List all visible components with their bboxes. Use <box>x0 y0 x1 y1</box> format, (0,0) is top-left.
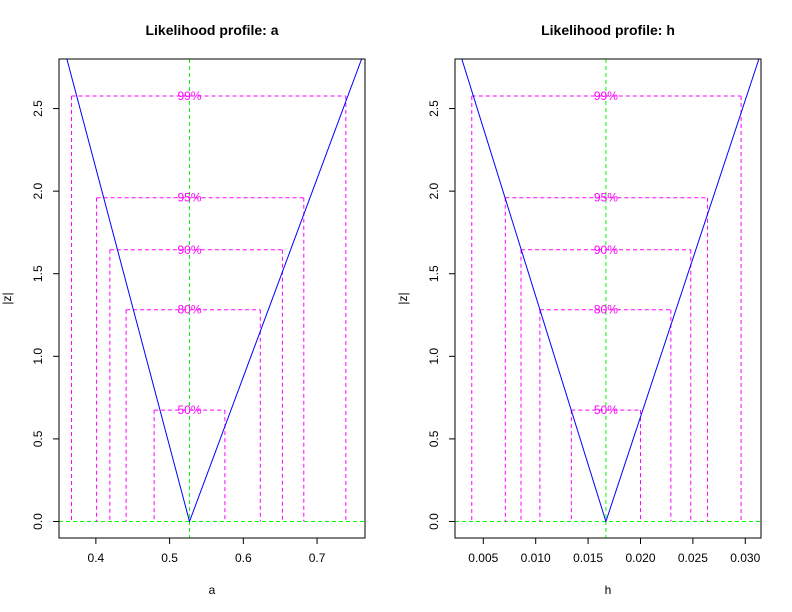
x-tick-label: 0.025 <box>678 551 708 565</box>
x-tick-label: 0.4 <box>88 551 105 565</box>
y-tick-label: 2.0 <box>31 182 45 199</box>
y-axis-label: |z| <box>0 292 14 304</box>
plot-area <box>59 59 365 538</box>
y-tick-label: 2.5 <box>31 100 45 117</box>
interval-label: 80% <box>594 303 618 317</box>
x-axis-label: h <box>605 583 612 597</box>
x-tick-label: 0.010 <box>521 551 551 565</box>
y-tick-label: 0.5 <box>31 430 45 447</box>
y-tick-label: 2.0 <box>427 182 441 199</box>
y-axis-label: |z| <box>396 292 410 304</box>
chart-panel-h: 50% 80% 90% 95% 99% 0.005 0.010 0.015 0.020 0.025… <box>396 22 762 597</box>
y-tick-label: 1.5 <box>31 265 45 282</box>
x-tick-label: 0.5 <box>161 551 178 565</box>
y-tick-label: 0.5 <box>427 430 441 447</box>
plot-frame <box>454 58 762 539</box>
interval-label: 99% <box>594 89 618 103</box>
x-axis-label: a <box>209 583 216 597</box>
x-tick-label: 0.6 <box>235 551 252 565</box>
profile-curve <box>461 59 760 524</box>
y-tick-label: 1.0 <box>31 348 45 365</box>
interval-label: 95% <box>177 191 201 205</box>
y-tick-label: 0.0 <box>427 513 441 530</box>
x-tick-label: 0.015 <box>573 551 603 565</box>
interval-label: 95% <box>594 191 618 205</box>
interval-label: 50% <box>594 403 618 417</box>
x-tick-label: 0.005 <box>468 551 498 565</box>
x-tick-label: 0.020 <box>625 551 655 565</box>
y-tick-label: 0.0 <box>31 513 45 530</box>
plot-frame <box>58 58 366 539</box>
interval-label: 50% <box>177 403 201 417</box>
y-tick-label: 1.0 <box>427 348 441 365</box>
interval-label: 90% <box>177 243 201 257</box>
x-tick-label: 0.030 <box>730 551 760 565</box>
interval-label: 99% <box>177 89 201 103</box>
y-tick-label: 1.5 <box>427 265 441 282</box>
chart-title: Likelihood profile: a <box>145 22 278 38</box>
interval-label: 80% <box>177 303 201 317</box>
x-tick-label: 0.7 <box>309 551 326 565</box>
chart-title: Likelihood profile: h <box>541 22 675 38</box>
profile-curve <box>66 59 363 524</box>
interval-label: 90% <box>594 243 618 257</box>
plot-area <box>455 59 761 538</box>
y-tick-label: 2.5 <box>427 100 441 117</box>
chart-panel-a: 50% 80% 90% 95% 99% 0.4 0.5 0.6 0.7 0.0 0.5 1.0 1.5 2… <box>0 22 366 597</box>
